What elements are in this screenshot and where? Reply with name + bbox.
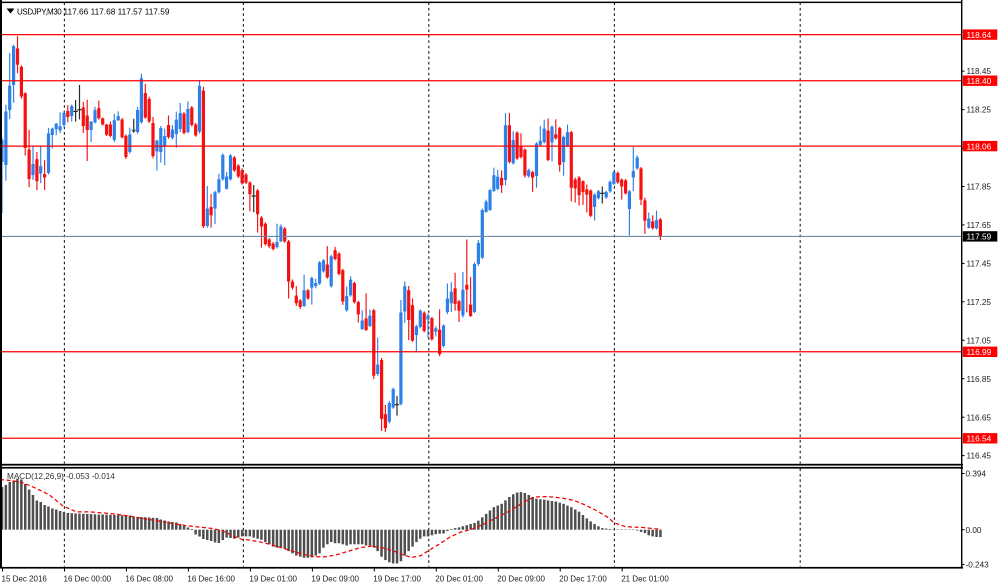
- svg-text:116.85: 116.85: [967, 375, 992, 384]
- svg-text:21 Dec 01:00: 21 Dec 01:00: [621, 575, 669, 584]
- svg-text:0.394: 0.394: [966, 470, 987, 479]
- svg-text:118.25: 118.25: [967, 106, 992, 115]
- svg-text:20 Dec 09:00: 20 Dec 09:00: [497, 575, 545, 584]
- svg-text:117.25: 117.25: [967, 298, 992, 307]
- svg-text:118.40: 118.40: [967, 76, 992, 86]
- svg-text:117.66 117.68 117.57 117.59: 117.66 117.68 117.57 117.59: [64, 6, 170, 16]
- svg-text:116.99: 116.99: [967, 347, 992, 357]
- svg-text:16 Dec 16:00: 16 Dec 16:00: [187, 575, 235, 584]
- svg-text:118.64: 118.64: [967, 30, 992, 40]
- svg-text:19 Dec 17:00: 19 Dec 17:00: [373, 575, 421, 584]
- svg-text:117.85: 117.85: [967, 183, 992, 192]
- svg-text:117.59: 117.59: [967, 232, 992, 242]
- svg-text:MACD(12,26,9) -0.053 -0.014: MACD(12,26,9) -0.053 -0.014: [7, 472, 115, 481]
- svg-text:117.45: 117.45: [967, 260, 992, 269]
- svg-text:118.06: 118.06: [967, 141, 992, 151]
- svg-text:118.45: 118.45: [967, 67, 992, 76]
- svg-text:USDJPY,M30: USDJPY,M30: [17, 7, 62, 16]
- svg-text:19 Dec 01:00: 19 Dec 01:00: [249, 575, 297, 584]
- svg-text:16 Dec 00:00: 16 Dec 00:00: [64, 575, 112, 584]
- svg-text:116.54: 116.54: [967, 434, 992, 444]
- svg-text:117.05: 117.05: [967, 336, 992, 345]
- svg-text:19 Dec 09:00: 19 Dec 09:00: [311, 575, 359, 584]
- svg-text:-0.243: -0.243: [966, 561, 990, 570]
- svg-text:116.45: 116.45: [967, 452, 992, 461]
- svg-text:15 Dec 2016: 15 Dec 2016: [2, 575, 48, 584]
- svg-text:116.65: 116.65: [967, 413, 992, 422]
- svg-text:16 Dec 08:00: 16 Dec 08:00: [125, 575, 173, 584]
- svg-text:117.65: 117.65: [967, 221, 992, 230]
- svg-text:20 Dec 01:00: 20 Dec 01:00: [435, 575, 483, 584]
- svg-text:0.00: 0.00: [966, 526, 982, 535]
- svg-text:20 Dec 17:00: 20 Dec 17:00: [559, 575, 607, 584]
